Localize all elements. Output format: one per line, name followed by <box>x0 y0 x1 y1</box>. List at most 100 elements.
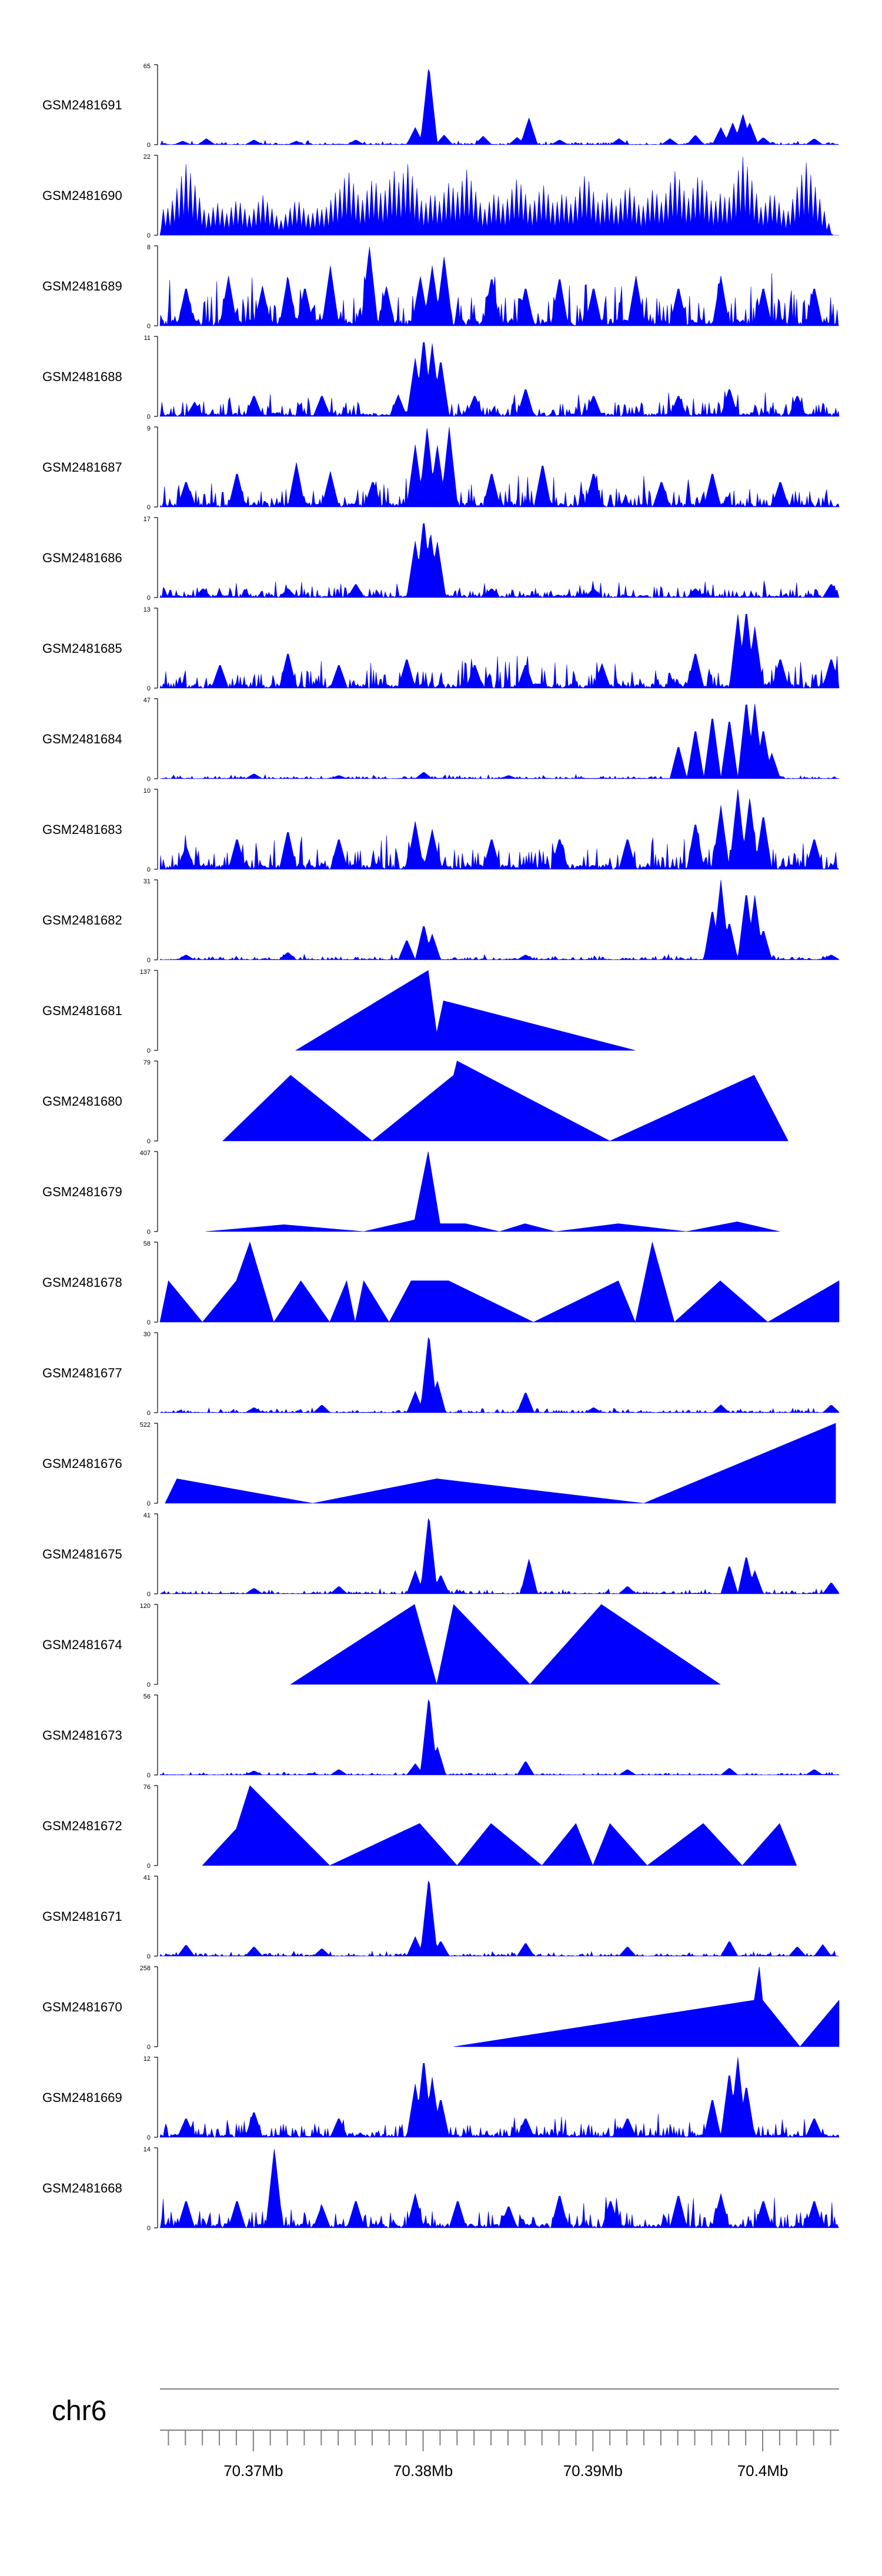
track-GSM2481676: GSM2481676 522 0 <box>42 1422 836 1507</box>
y-max-label: 522 <box>140 1422 151 1429</box>
track-GSM2481671: GSM2481671 41 0 <box>42 1874 839 1960</box>
track-GSM2481682: GSM2481682 31 0 <box>42 878 840 964</box>
y-min-label: 0 <box>147 1953 151 1960</box>
y-min-label: 0 <box>147 1681 151 1689</box>
track-label: GSM2481688 <box>42 369 122 384</box>
y-min-label: 0 <box>147 1047 151 1055</box>
track-label: GSM2481678 <box>42 1275 122 1290</box>
y-min-label: 0 <box>147 232 151 239</box>
coverage-area <box>159 2149 840 2228</box>
coverage-area <box>159 247 840 326</box>
y-max-label: 10 <box>143 788 151 795</box>
coverage-area <box>159 1337 840 1413</box>
y-min-label: 0 <box>147 323 151 330</box>
y-min-label: 0 <box>147 685 151 692</box>
coverage-area <box>290 1604 721 1685</box>
y-min-label: 0 <box>147 1319 151 1326</box>
x-tick-label: 70.39Mb <box>563 2462 623 2480</box>
coverage-area <box>159 523 840 599</box>
coverage-area <box>159 614 840 689</box>
track-label: GSM2481673 <box>42 1728 122 1743</box>
track-GSM2481687: GSM2481687 9 0 <box>42 425 840 511</box>
coverage-area <box>159 426 840 508</box>
coverage-area <box>202 1785 797 1866</box>
y-min-label: 0 <box>147 2225 151 2232</box>
track-GSM2481683: GSM2481683 10 0 <box>42 788 840 873</box>
track-GSM2481673: GSM2481673 56 0 <box>42 1693 840 1779</box>
track-label: GSM2481687 <box>42 460 122 475</box>
coverage-area <box>159 789 840 870</box>
y-min-label: 0 <box>147 957 151 964</box>
y-min-label: 0 <box>147 1772 151 1779</box>
track-label: GSM2481682 <box>42 913 122 927</box>
track-GSM2481688: GSM2481688 11 0 <box>42 335 840 421</box>
track-label: GSM2481690 <box>42 188 122 203</box>
y-max-label: 17 <box>143 516 151 523</box>
coverage-area <box>222 1060 789 1142</box>
track-label: GSM2481670 <box>42 2000 122 2014</box>
y-min-label: 0 <box>147 1138 151 1145</box>
track-label: GSM2481677 <box>42 1366 122 1380</box>
y-min-label: 0 <box>147 1863 151 1870</box>
track-GSM2481681: GSM2481681 137 0 <box>42 969 636 1055</box>
track-label: GSM2481681 <box>42 1003 122 1018</box>
track-GSM2481686: GSM2481686 17 0 <box>42 516 840 602</box>
track-GSM2481674: GSM2481674 120 0 <box>42 1603 721 1689</box>
y-max-label: 9 <box>147 425 151 432</box>
track-label: GSM2481672 <box>42 1818 122 1833</box>
track-GSM2481677: GSM2481677 30 0 <box>42 1331 840 1417</box>
track-label: GSM2481676 <box>42 1456 122 1471</box>
y-min-label: 0 <box>147 595 151 602</box>
track-GSM2481679: GSM2481679 407 0 <box>42 1150 780 1236</box>
coverage-area <box>159 69 840 145</box>
coverage-area <box>205 1151 780 1232</box>
y-min-label: 0 <box>147 142 151 149</box>
genome-axis: chr6 70.37Mb 70.38Mb 70.39Mb 70.4Mb <box>52 2388 839 2480</box>
axis-ticks: 70.37Mb 70.38Mb 70.39Mb 70.4Mb <box>168 2430 831 2480</box>
coverage-area <box>295 970 636 1051</box>
y-min-label: 0 <box>147 413 151 421</box>
track-GSM2481684: GSM2481684 47 0 <box>42 697 840 783</box>
coverage-area <box>159 1699 840 1776</box>
coverage-area <box>159 1880 839 1957</box>
track-GSM2481689: GSM2481689 8 0 <box>42 244 840 330</box>
track-GSM2481672: GSM2481672 76 0 <box>42 1784 797 1870</box>
y-max-label: 8 <box>147 244 151 251</box>
y-max-label: 56 <box>143 1693 151 1700</box>
tracks-layer: GSM2481691650GSM2481690220GSM248168980GS… <box>42 63 840 2232</box>
track-label: GSM2481679 <box>42 1184 122 1199</box>
y-max-label: 41 <box>143 1512 151 1519</box>
track-label: GSM2481685 <box>42 641 122 656</box>
track-label: GSM2481669 <box>42 2090 122 2105</box>
track-label: GSM2481668 <box>42 2181 122 2195</box>
coverage-area <box>159 1518 840 1594</box>
coverage-area <box>159 2057 840 2138</box>
y-max-label: 47 <box>143 697 151 704</box>
y-min-label: 0 <box>147 1591 151 1598</box>
coverage-area <box>453 1966 840 2047</box>
track-GSM2481691: GSM2481691 65 0 <box>42 63 840 149</box>
coverage-area <box>159 342 840 417</box>
track-label: GSM2481691 <box>42 98 122 112</box>
track-GSM2481668: GSM2481668 14 0 <box>42 2146 840 2232</box>
y-max-label: 31 <box>143 878 151 885</box>
track-label: GSM2481686 <box>42 550 122 565</box>
y-min-label: 0 <box>147 1229 151 1236</box>
y-min-label: 0 <box>147 1410 151 1417</box>
y-max-label: 12 <box>143 2056 151 2063</box>
track-label: GSM2481671 <box>42 1909 122 1924</box>
track-label: GSM2481674 <box>42 1637 122 1652</box>
y-min-label: 0 <box>147 776 151 783</box>
y-min-label: 0 <box>147 2044 151 2051</box>
y-max-label: 13 <box>143 606 151 613</box>
y-max-label: 22 <box>143 154 151 161</box>
y-max-label: 137 <box>140 969 151 976</box>
y-max-label: 11 <box>144 335 151 342</box>
y-min-label: 0 <box>147 504 151 511</box>
y-max-label: 258 <box>140 1965 151 1972</box>
track-GSM2481680: GSM2481680 79 0 <box>42 1059 789 1145</box>
track-label: GSM2481683 <box>42 822 122 837</box>
y-min-label: 0 <box>147 866 151 873</box>
y-max-label: 407 <box>140 1150 151 1157</box>
